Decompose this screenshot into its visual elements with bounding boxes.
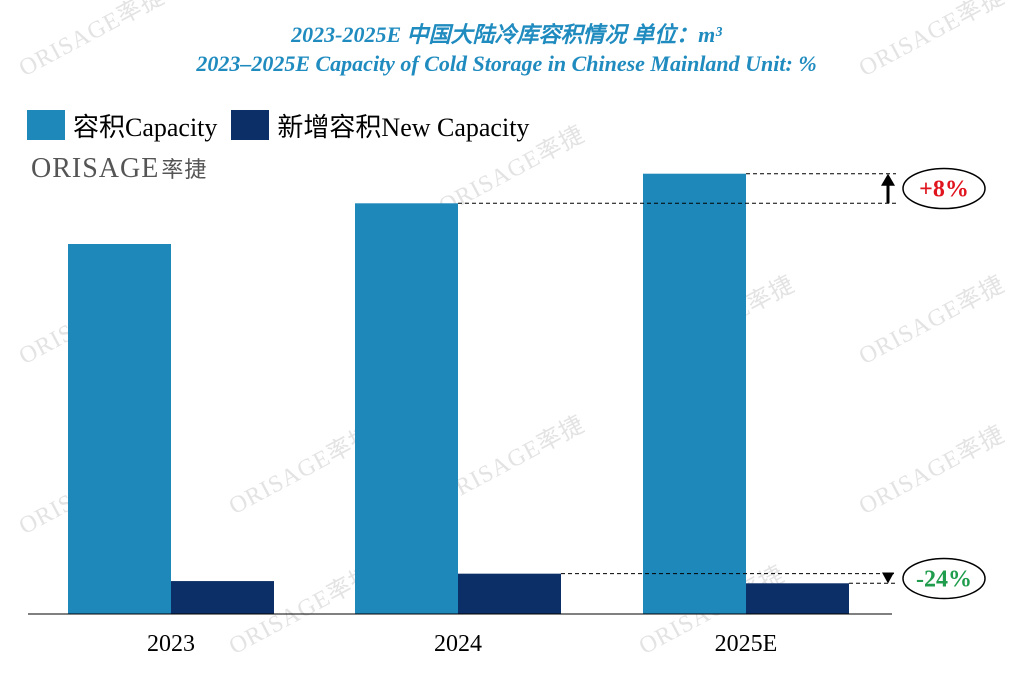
- chart-title: 2023-2025E 中国大陆冷库容积情况 单位：m³: [291, 22, 722, 47]
- logo-text-cn: 率捷: [161, 158, 208, 183]
- chart-legend: 容积Capacity 新增容积New Capacity: [27, 108, 543, 142]
- legend-item-new-capacity: 新增容积New Capacity: [231, 107, 529, 144]
- legend-swatch-new-capacity: [231, 110, 270, 140]
- bar-new-capacity-2025e: [746, 583, 849, 614]
- legend-item-capacity: 容积Capacity: [27, 107, 217, 144]
- bar-capacity-2023: [68, 244, 171, 614]
- up-arrow-icon: [881, 173, 895, 186]
- bar-capacity-2025e: [643, 173, 746, 614]
- annotation-ellipse: [902, 167, 986, 210]
- x-tick-label-2023: 2023: [147, 631, 195, 657]
- bar-new-capacity-2023: [171, 581, 274, 614]
- annotation-ellipse: [902, 557, 986, 600]
- bar-capacity-2024: [355, 203, 458, 615]
- legend-label-new-capacity: 新增容积New Capacity: [277, 112, 530, 142]
- annotation-label: -24%: [916, 566, 972, 592]
- bar-new-capacity-2024: [458, 573, 561, 614]
- legend-label-capacity: 容积Capacity: [73, 112, 218, 142]
- logo-text: ORISAGE: [31, 153, 160, 184]
- x-tick-label-2024: 2024: [434, 631, 482, 657]
- x-tick-label-2025e: 2025E: [715, 631, 778, 657]
- legend-swatch-capacity: [27, 110, 65, 140]
- chart-subtitle: 2023–2025E Capacity of Cold Storage in C…: [196, 51, 817, 76]
- annotation-label: +8%: [919, 177, 969, 203]
- company-logo: ORISAGE率捷: [31, 152, 207, 185]
- down-triangle-icon: [882, 572, 894, 584]
